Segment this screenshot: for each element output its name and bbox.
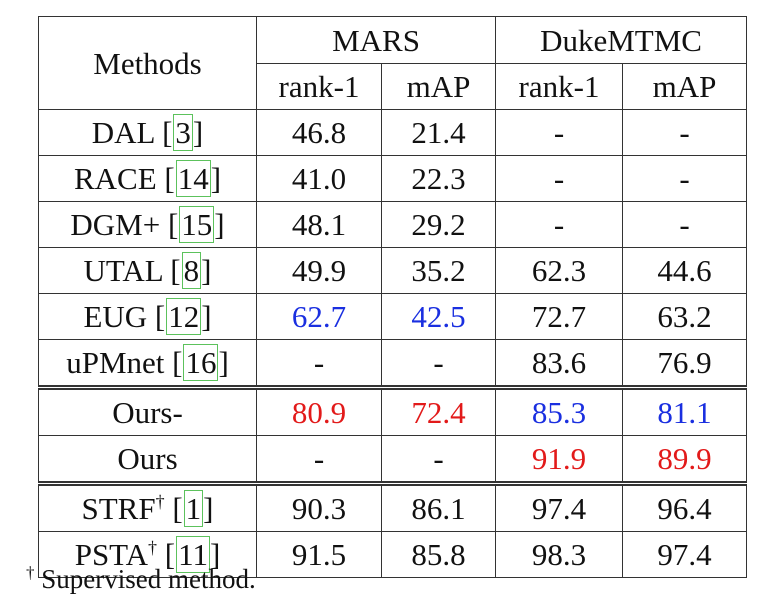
- value-cell: 90.3: [256, 481, 382, 532]
- results-table: Methods MARS DukeMTMC rank-1 mAP rank-1 …: [38, 16, 748, 578]
- value-cell: 97.4: [495, 481, 623, 532]
- methods-header: Methods: [38, 16, 257, 110]
- subheader-duke-rank1: rank-1: [495, 63, 623, 110]
- dagger-mark: †: [148, 537, 158, 558]
- table-row: uPMnet [16] - -83.6 76.9: [38, 339, 748, 388]
- value-cell: 72.4: [381, 385, 496, 436]
- method-name-cell: DAL [3]: [38, 109, 257, 156]
- value-cell: 22.3: [381, 155, 496, 202]
- table-body: DAL [3] 46.8 21.4- - RACE [14] 41.0 22.3- - DGM+…: [38, 109, 748, 578]
- value-cell: 62.3: [495, 247, 623, 294]
- value-cell: 89.9: [621, 435, 748, 484]
- method-name-cell: Ours-: [38, 385, 257, 436]
- value-cell: 81.1: [621, 385, 748, 436]
- value-cell: 29.2: [381, 201, 496, 248]
- method-name-cell: PSTA† [11]: [38, 531, 257, 578]
- value-cell: -: [381, 339, 496, 388]
- table-row: DAL [3] 46.8 21.4- -: [38, 109, 748, 156]
- citation-link[interactable]: 1: [183, 490, 204, 527]
- results-table-wrapper: Methods MARS DukeMTMC rank-1 mAP rank-1 …: [38, 16, 748, 578]
- value-cell: -: [495, 201, 623, 248]
- value-cell: 72.7: [495, 293, 623, 340]
- subheader-duke-map: mAP: [621, 63, 748, 110]
- citation-link[interactable]: 14: [175, 160, 211, 197]
- subheader-mars-map: mAP: [381, 63, 496, 110]
- footnote-mark: †: [26, 563, 35, 582]
- method-name: Ours: [117, 441, 178, 476]
- value-cell: 86.1: [381, 481, 496, 532]
- table-row: EUG [12] 62.7 42.5 72.7 63.2: [38, 293, 748, 340]
- method-name-cell: uPMnet [16]: [38, 339, 257, 388]
- citation-link[interactable]: 11: [176, 536, 210, 573]
- value-cell: -: [256, 435, 382, 484]
- value-cell: 76.9: [621, 339, 748, 388]
- value-cell: 41.0: [256, 155, 382, 202]
- citation-link[interactable]: 3: [173, 114, 193, 151]
- table-row: DGM+ [15] 48.1 29.2- -: [38, 201, 748, 248]
- method-name: Ours-: [112, 395, 183, 430]
- value-cell: 62.7: [256, 293, 382, 340]
- value-cell: 96.4: [621, 481, 748, 532]
- footnote: † Supervised method.: [26, 564, 256, 595]
- group-header-dukemtmc: DukeMTMC: [494, 16, 748, 64]
- footnote-text: Supervised method.: [41, 564, 256, 594]
- table-row: PSTA† [11] 91.5 85.8 98.3 97.4: [38, 531, 748, 578]
- method-name-cell: RACE [14]: [38, 155, 257, 202]
- value-cell: 91.9: [495, 435, 623, 484]
- method-name: DGM+: [70, 207, 161, 242]
- value-cell: 85.8: [381, 531, 496, 578]
- value-cell: -: [381, 435, 496, 484]
- table-row: Ours - -91.9 89.9: [38, 435, 748, 484]
- value-cell: 42.5: [381, 293, 496, 340]
- group-header-mars: MARS: [256, 16, 496, 64]
- citation-link[interactable]: 16: [183, 344, 219, 381]
- dagger-mark: †: [155, 491, 165, 512]
- citation-link[interactable]: 12: [166, 298, 202, 335]
- citation-link[interactable]: 15: [179, 206, 215, 243]
- method-name-cell: DGM+ [15]: [38, 201, 257, 248]
- table-row: UTAL [8] 49.9 35.2 62.3 44.6: [38, 247, 748, 294]
- value-cell: -: [495, 155, 623, 202]
- method-name: RACE: [73, 161, 157, 196]
- value-cell: 83.6: [495, 339, 623, 388]
- method-name: DAL: [91, 115, 155, 150]
- value-cell: -: [256, 339, 382, 388]
- method-name-cell: UTAL [8]: [38, 247, 257, 294]
- method-name: UTAL: [83, 253, 163, 288]
- table-row: STRF† [1] 90.3 86.1 97.4 96.4: [38, 481, 748, 532]
- value-cell: 21.4: [381, 109, 496, 156]
- value-cell: 97.4: [621, 531, 748, 578]
- header-row-groups: Methods MARS DukeMTMC: [38, 16, 748, 110]
- subheader-mars-rank1: rank-1: [256, 63, 382, 110]
- value-cell: 44.6: [621, 247, 748, 294]
- value-cell: 46.8: [256, 109, 382, 156]
- value-cell: 85.3: [495, 385, 623, 436]
- table-row: RACE [14] 41.0 22.3- -: [38, 155, 748, 202]
- method-name: STRF: [81, 491, 156, 526]
- value-cell: 98.3: [495, 531, 623, 578]
- value-cell: 48.1: [256, 201, 382, 248]
- method-name-cell: EUG [12]: [38, 293, 257, 340]
- method-name: uPMnet: [66, 345, 165, 380]
- value-cell: -: [621, 155, 748, 202]
- value-cell: 49.9: [256, 247, 382, 294]
- value-cell: -: [621, 109, 748, 156]
- value-cell: -: [621, 201, 748, 248]
- value-cell: 91.5: [256, 531, 382, 578]
- method-name: EUG: [83, 299, 148, 334]
- value-cell: 80.9: [256, 385, 382, 436]
- value-cell: 35.2: [381, 247, 496, 294]
- value-cell: -: [495, 109, 623, 156]
- value-cell: 63.2: [621, 293, 748, 340]
- method-name-cell: STRF† [1]: [38, 481, 257, 532]
- citation-link[interactable]: 8: [181, 252, 202, 289]
- method-name: PSTA: [74, 537, 149, 572]
- table-row: Ours- 80.9 72.4 85.3 81.1: [38, 385, 748, 436]
- method-name-cell: Ours: [38, 435, 257, 484]
